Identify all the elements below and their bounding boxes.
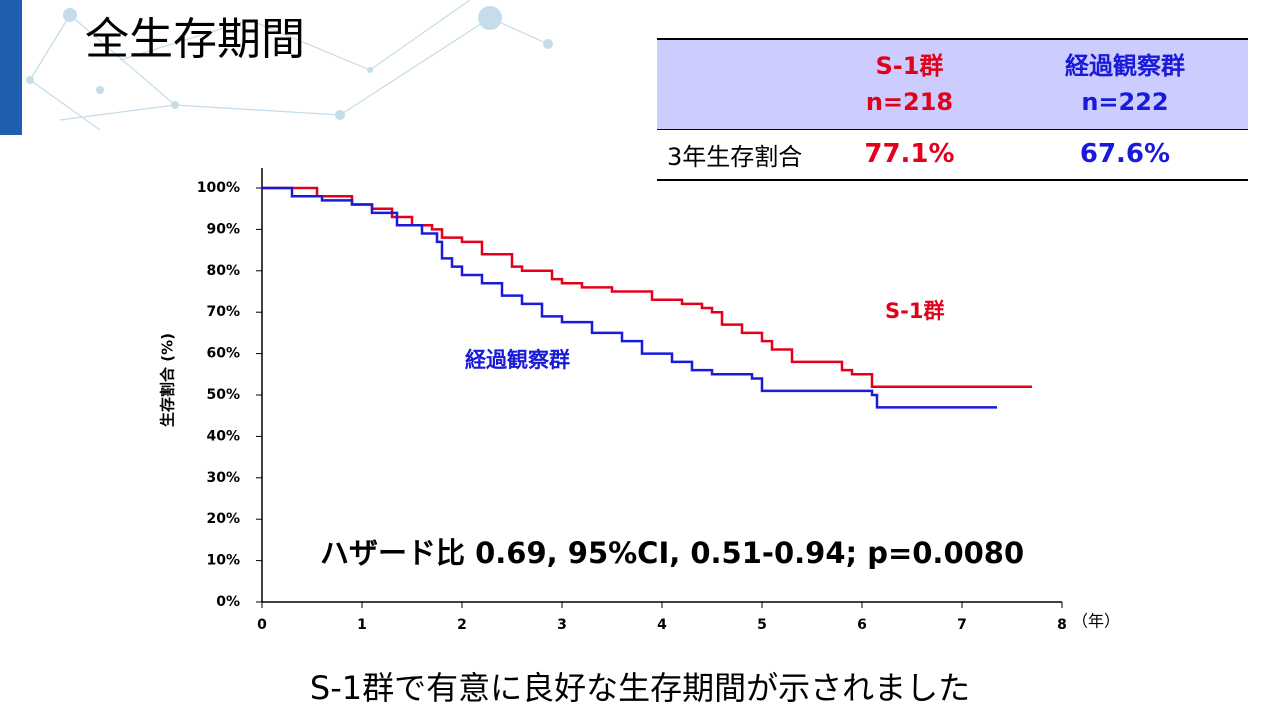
conclusion: S-1群で有意に良好な生存期間が示されました xyxy=(310,669,970,707)
x-tick-label: 6 xyxy=(857,617,867,633)
x-axis-unit: （年） xyxy=(1072,612,1120,631)
group-name: S-1群 xyxy=(875,52,944,81)
group-n: n=218 xyxy=(865,88,954,117)
annotation: ハザード比 0.69, 95%CI, 0.51-0.94; p=0.0080 xyxy=(320,536,1024,570)
group-name: 経過観察群 xyxy=(1064,52,1185,81)
y-tick-label: 10% xyxy=(206,553,240,569)
header-cell: S-1群 n=218 xyxy=(817,39,1002,129)
x-tick-label: 4 xyxy=(657,617,667,633)
survival-curve xyxy=(262,186,1032,388)
group-n: n=222 xyxy=(1081,88,1169,117)
row-label: 3年生存割合 xyxy=(667,142,803,171)
y-tick-label: 0% xyxy=(216,594,240,610)
decoration xyxy=(0,0,553,135)
y-tick-label: 30% xyxy=(206,470,240,486)
y-tick-label: 90% xyxy=(206,221,240,237)
x-tick-label: 3 xyxy=(557,617,567,633)
table-row: 3年生存割合 77.1% 67.6% xyxy=(657,129,1248,180)
y-tick-label: 20% xyxy=(206,511,240,527)
y-tick-label: 100% xyxy=(197,180,240,196)
x-tick-label: 5 xyxy=(757,617,767,633)
header-cell: 経過観察群 n=222 xyxy=(1002,39,1248,129)
x-tick-label: 2 xyxy=(457,617,467,633)
y-tick-label: 80% xyxy=(206,263,240,279)
survival-curve xyxy=(262,186,997,409)
summary-table: S-1群 n=218 経過観察群 n=222 3年生存割合 77.1% 67.6% xyxy=(657,38,1248,181)
x-tick-label: 7 xyxy=(957,617,967,633)
slide-title: 全生存期間 xyxy=(85,14,305,65)
header-cell xyxy=(657,39,817,129)
cell: 67.6% xyxy=(1079,139,1171,170)
x-tick-label: 8 xyxy=(1057,617,1067,633)
x-tick-label: 0 xyxy=(257,617,267,633)
y-tick-label: 60% xyxy=(206,346,240,362)
y-tick-label: 50% xyxy=(206,387,240,403)
y-axis-label: 生存割合 (%) xyxy=(159,333,177,427)
y-tick-label: 70% xyxy=(206,304,240,320)
series-label: 経過観察群 xyxy=(465,348,570,372)
cell: 77.1% xyxy=(864,139,955,170)
series-label: S-1群 xyxy=(885,299,944,323)
y-tick-label: 40% xyxy=(206,428,240,444)
x-tick-label: 1 xyxy=(357,617,367,633)
table-header: S-1群 n=218 経過観察群 n=222 xyxy=(657,39,1248,129)
